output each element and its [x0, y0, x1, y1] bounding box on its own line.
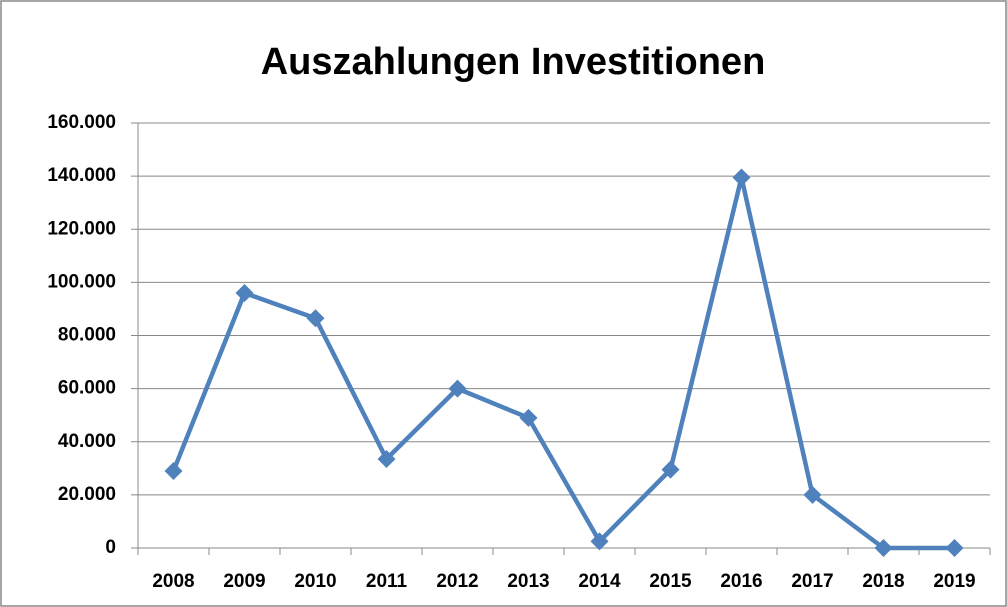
- data-marker: [519, 408, 538, 427]
- data-marker: [164, 461, 183, 480]
- x-tick-label: 2013: [507, 571, 549, 592]
- data-marker: [590, 532, 609, 551]
- data-marker: [448, 379, 467, 398]
- data-marker: [732, 168, 751, 187]
- x-tick-label: 2018: [862, 571, 904, 592]
- data-marker: [306, 309, 325, 328]
- y-tick-label: 0: [105, 537, 116, 558]
- y-tick-label: 100.000: [47, 271, 116, 292]
- data-line: [171, 175, 955, 551]
- x-tick-label: 2012: [436, 571, 478, 592]
- x-tick-label: 2019: [933, 571, 975, 592]
- y-tick-label: 120.000: [47, 218, 116, 239]
- x-tick-label: 2014: [578, 571, 621, 592]
- y-tick-label: 160.000: [47, 112, 116, 133]
- data-marker: [235, 284, 254, 302]
- chart-title: Auszahlungen Investitionen: [261, 41, 766, 83]
- y-tick-label: 40.000: [58, 431, 116, 452]
- data-marker: [661, 460, 680, 479]
- data-marker: [945, 539, 964, 557]
- data-marker: [377, 450, 396, 469]
- y-tick-label: 80.000: [58, 325, 116, 346]
- y-tick-label: 140.000: [47, 165, 116, 186]
- y-tick-label: 20.000: [58, 484, 116, 505]
- y-tick-label: 60.000: [58, 378, 116, 399]
- x-tick-label: 2009: [223, 571, 265, 592]
- data-marker: [803, 485, 822, 504]
- data-marker: [874, 539, 893, 557]
- x-tick-label: 2015: [649, 571, 692, 592]
- x-tick-label: 2008: [152, 571, 194, 592]
- x-tick-label: 2016: [720, 571, 762, 592]
- x-tick-label: 2017: [791, 571, 833, 592]
- x-tick-label: 2010: [294, 571, 336, 592]
- x-tick-label: 2011: [366, 571, 408, 592]
